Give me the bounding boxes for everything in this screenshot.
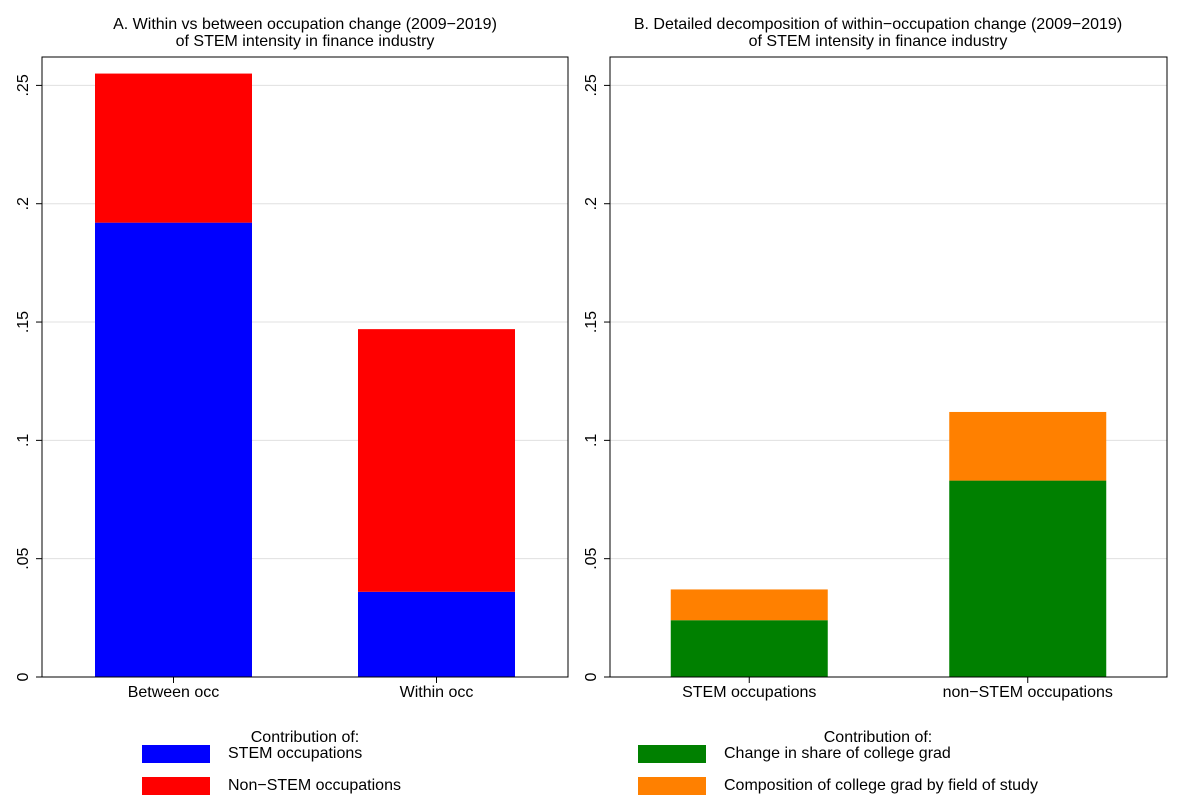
- bar-segment: [95, 73, 252, 223]
- y-tick-label: .15: [583, 311, 600, 333]
- y-tick-label: 0: [15, 672, 32, 681]
- x-tick-label: Within occ: [400, 684, 474, 701]
- bar-segment: [949, 480, 1107, 677]
- bar-segment: [358, 591, 515, 677]
- y-tick-label: .25: [583, 74, 600, 96]
- y-tick-label: .2: [583, 197, 600, 210]
- y-tick-label: .05: [15, 547, 32, 569]
- y-tick-label: .1: [583, 434, 600, 447]
- bar-segment: [670, 620, 828, 677]
- chart-title: A. Within vs between occupation change (…: [113, 16, 497, 33]
- x-tick-label: Between occ: [128, 684, 220, 701]
- legend-title: Contribution of:: [824, 729, 933, 746]
- chart-subtitle: of STEM intensity in finance industry: [749, 33, 1008, 50]
- y-tick-label: .2: [15, 197, 32, 210]
- bar-segment: [670, 589, 828, 621]
- y-tick-label: .15: [15, 311, 32, 333]
- bar-segment: [358, 329, 515, 592]
- y-tick-label: .1: [15, 434, 32, 447]
- legend-swatch: [638, 777, 706, 795]
- legend-swatch: [142, 745, 210, 763]
- bar-segment: [949, 411, 1107, 481]
- legend-label: Non−STEM occupations: [228, 777, 401, 794]
- legend-label: Change in share of college grad: [724, 745, 951, 762]
- x-tick-label: non−STEM occupations: [943, 684, 1113, 701]
- legend-label: STEM occupations: [228, 745, 362, 762]
- legend-swatch: [638, 745, 706, 763]
- legend-label: Composition of college grad by field of …: [724, 777, 1038, 794]
- y-tick-label: .05: [583, 547, 600, 569]
- x-tick-label: STEM occupations: [682, 684, 816, 701]
- plot-frame: [41, 56, 569, 678]
- bar-segment: [95, 222, 252, 677]
- y-tick-label: .25: [15, 74, 32, 96]
- y-tick-label: 0: [583, 672, 600, 681]
- chart-title: B. Detailed decomposition of within−occu…: [634, 16, 1122, 33]
- legend-swatch: [142, 777, 210, 795]
- plot-frame: [609, 56, 1168, 678]
- legend-title: Contribution of:: [251, 729, 360, 746]
- chart-subtitle: of STEM intensity in finance industry: [176, 33, 435, 50]
